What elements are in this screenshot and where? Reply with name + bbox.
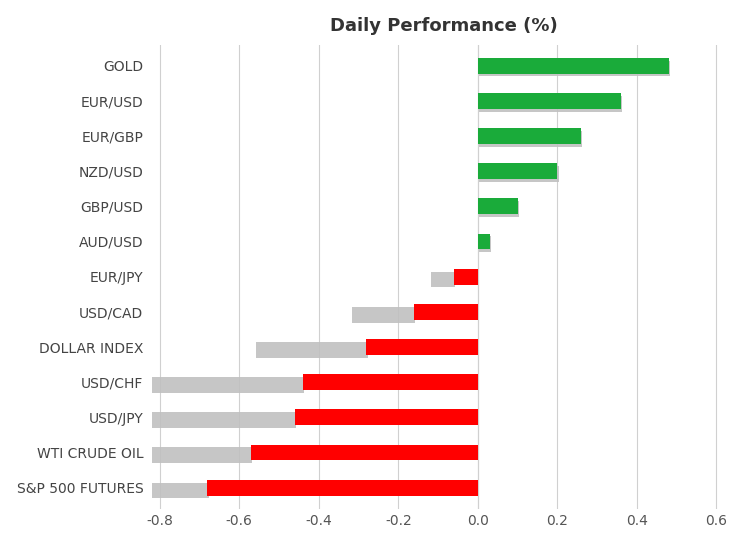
Bar	[478, 234, 489, 250]
Bar	[295, 409, 478, 425]
Bar	[431, 271, 455, 287]
Bar	[26, 447, 252, 463]
Title: Daily Performance (%): Daily Performance (%)	[330, 17, 558, 35]
Bar	[478, 198, 517, 214]
Bar	[0, 482, 209, 499]
Bar	[113, 412, 296, 428]
Bar	[352, 307, 416, 323]
Bar	[252, 445, 478, 461]
Bar	[256, 342, 367, 358]
Bar	[478, 164, 557, 179]
Bar	[479, 60, 670, 76]
Bar	[479, 96, 622, 112]
Bar	[414, 304, 478, 320]
Bar	[478, 58, 669, 74]
Bar	[129, 377, 304, 393]
Bar	[479, 237, 491, 252]
Bar	[479, 201, 519, 217]
Bar	[478, 93, 621, 109]
Bar	[479, 131, 582, 147]
Bar	[207, 480, 478, 495]
Bar	[454, 269, 478, 284]
Bar	[478, 128, 581, 144]
Bar	[303, 374, 478, 390]
Bar	[479, 166, 559, 182]
Bar	[367, 339, 478, 355]
